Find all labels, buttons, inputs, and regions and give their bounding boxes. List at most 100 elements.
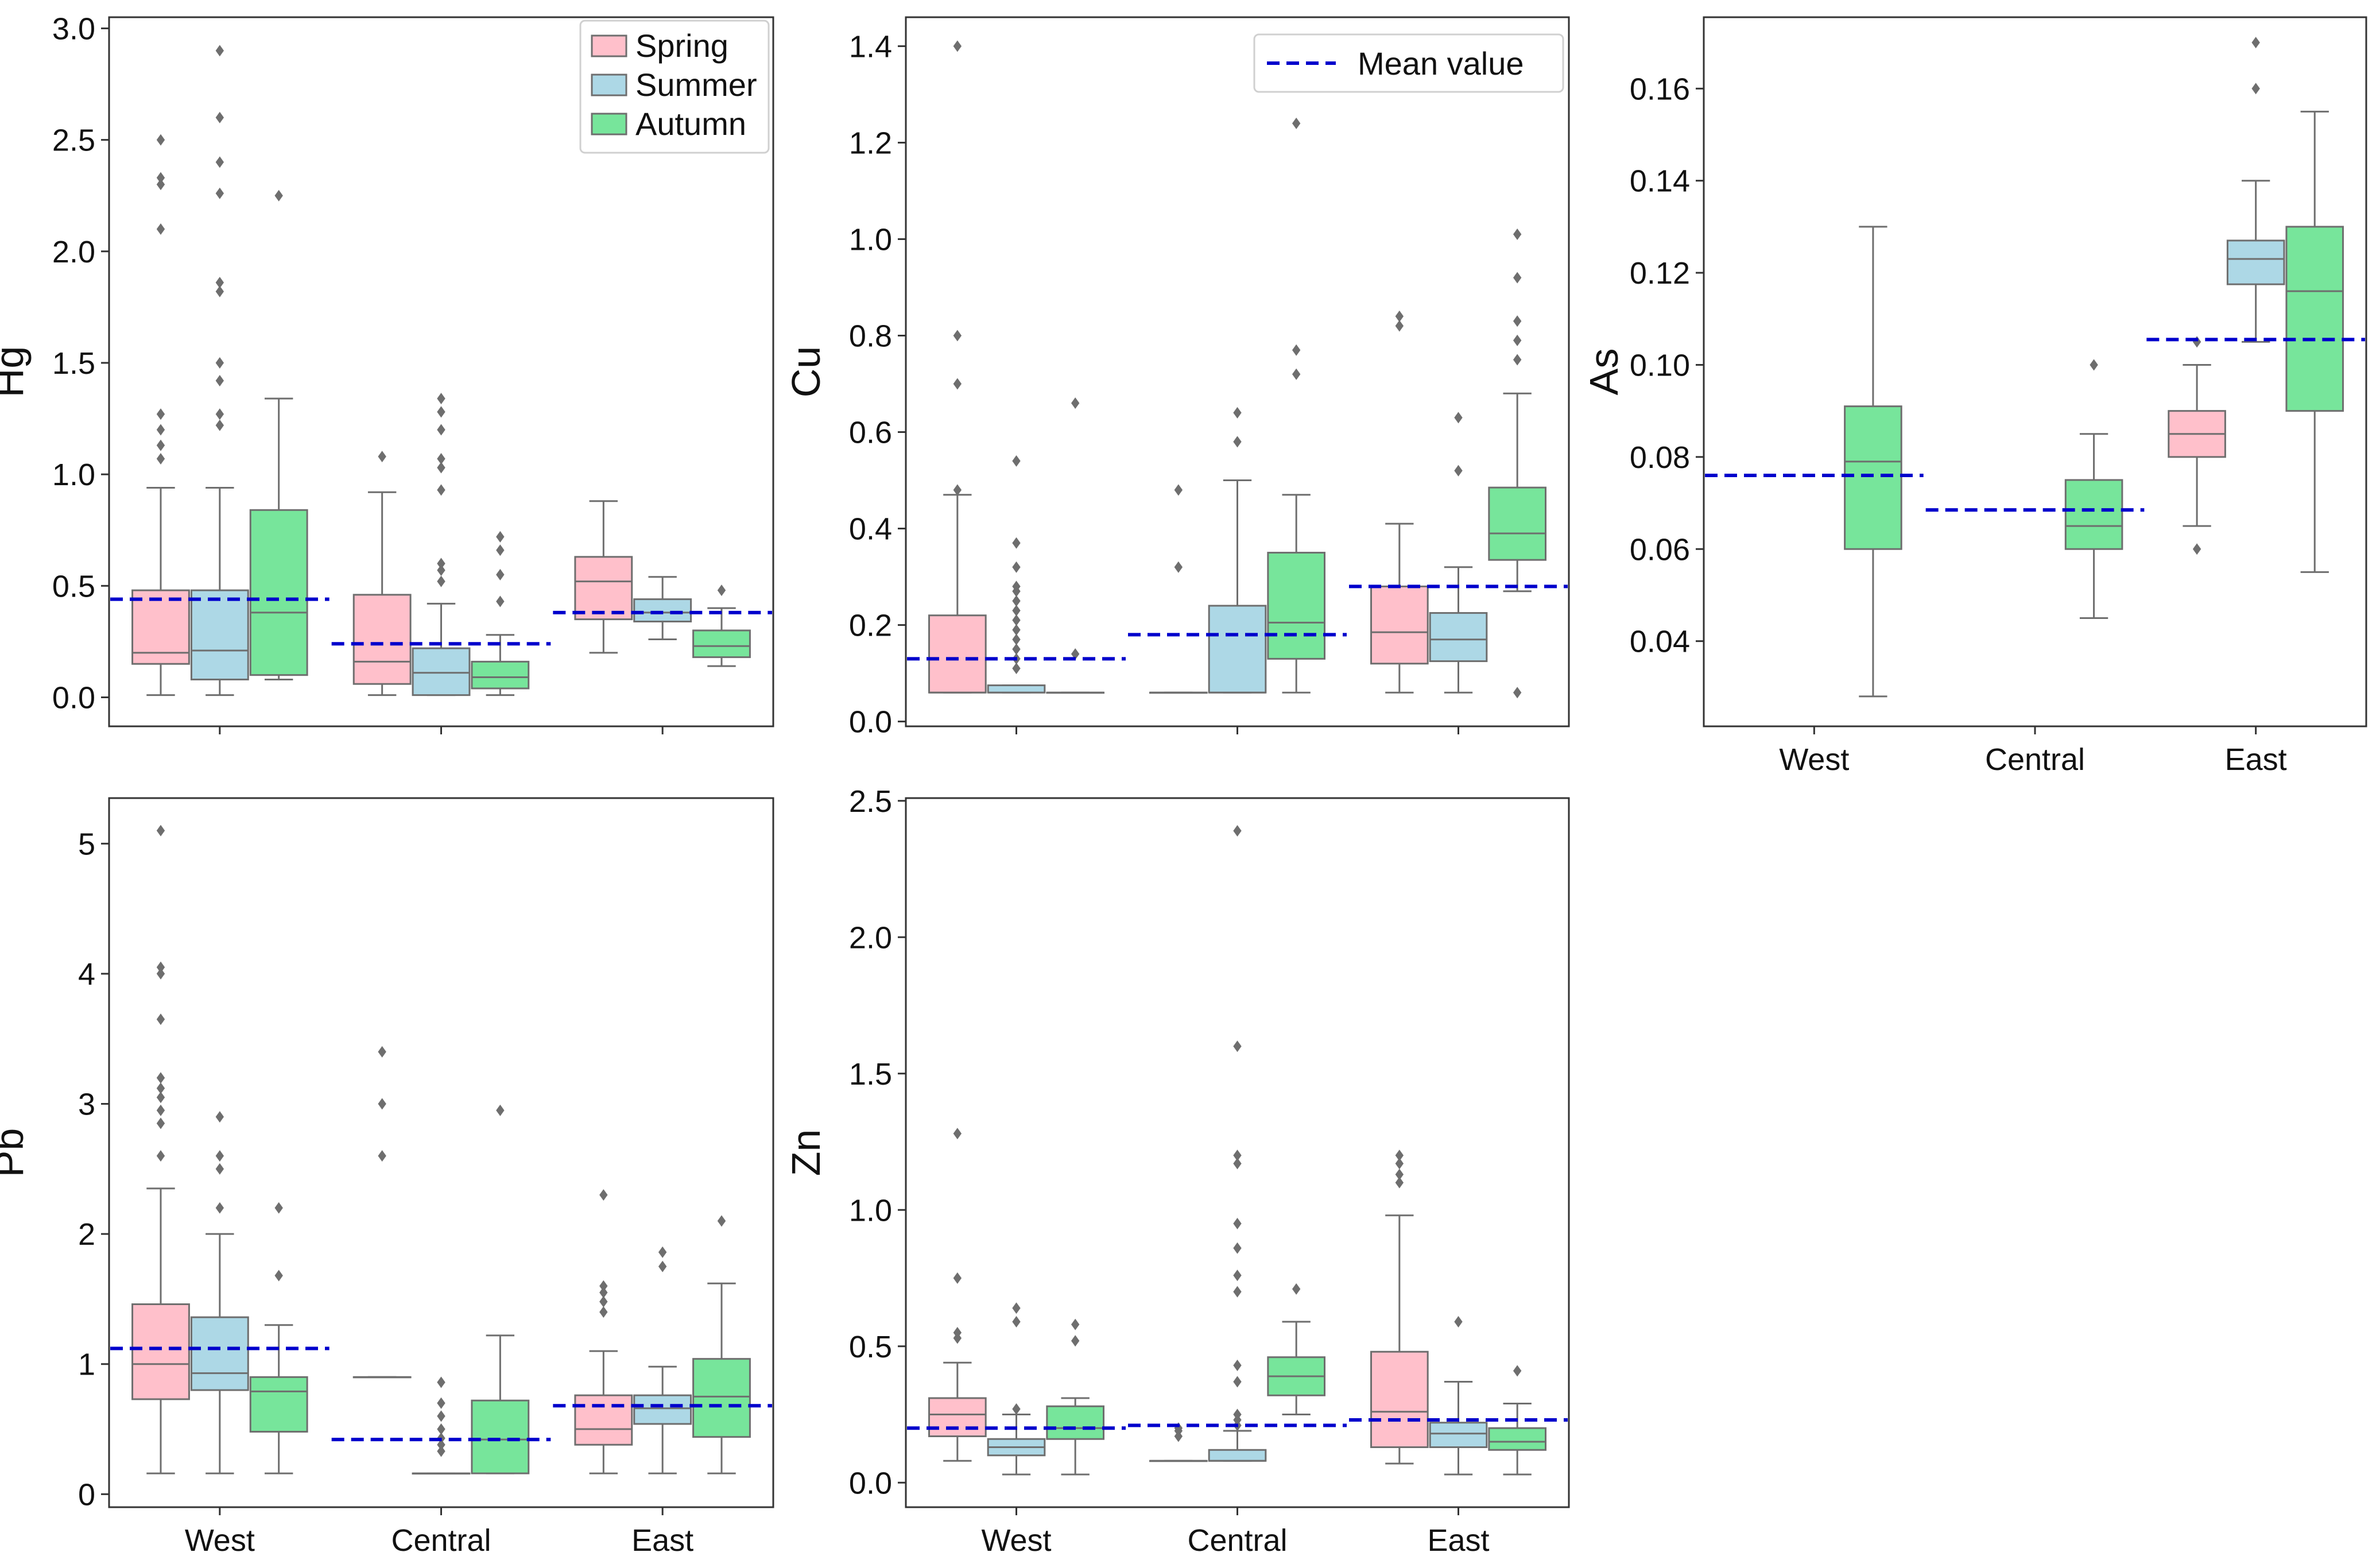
box-west-spring	[928, 1128, 987, 1462]
outlier-point	[1233, 1408, 1242, 1420]
outlier-point	[2251, 37, 2260, 49]
outlier-point	[156, 172, 165, 184]
outlier-point	[1233, 1158, 1242, 1170]
y-axis-label: Pb	[0, 1128, 32, 1178]
outlier-point	[437, 393, 445, 405]
box-central-summer	[412, 1376, 471, 1475]
x-tick-label-west: West	[981, 1523, 1051, 1556]
outlier-point	[1233, 1269, 1242, 1282]
box-body	[633, 598, 692, 622]
outlier-point	[215, 111, 224, 123]
y-tick-label: 0.8	[849, 319, 892, 353]
x-tick-label-west: West	[185, 1523, 255, 1556]
box-east-summer	[1429, 1316, 1488, 1476]
outlier-point	[437, 462, 445, 474]
y-tick-label: 0.2	[849, 609, 892, 643]
outlier-point	[156, 825, 165, 837]
outlier-point	[1292, 368, 1301, 380]
outlier-point	[156, 1091, 165, 1104]
outlier-point	[1012, 595, 1021, 607]
box-east-spring	[1370, 1149, 1429, 1465]
outlier-point	[1233, 1218, 1242, 1229]
outlier-point	[953, 378, 962, 390]
outlier-point	[437, 406, 445, 418]
box-central-autumn	[1267, 117, 1325, 694]
outlier-point	[1454, 1316, 1463, 1327]
outlier-point	[274, 1269, 283, 1282]
outlier-point	[1071, 397, 1080, 409]
outlier-point	[1454, 465, 1463, 477]
y-tick-label: 0.4	[849, 512, 892, 547]
outlier-point	[953, 1128, 962, 1140]
box-east-autumn	[692, 585, 751, 667]
outlier-point	[1513, 687, 1522, 699]
outlier-point	[437, 1423, 445, 1435]
outlier-point	[1071, 1335, 1080, 1347]
y-tick-label: 2.5	[849, 784, 892, 819]
y-axis-label: Cu	[784, 346, 828, 397]
box-body	[692, 1358, 751, 1438]
box-central-spring	[1149, 1422, 1208, 1462]
outlier-point	[1454, 412, 1463, 424]
y-tick-label: 0.12	[1630, 256, 1690, 291]
y-tick-label: 0.0	[849, 1466, 892, 1500]
outlier-point	[437, 558, 445, 570]
y-tick-label: 0.10	[1630, 348, 1690, 382]
outlier-point	[2192, 543, 2201, 555]
x-tick-label-east: East	[2225, 742, 2287, 777]
outlier-point	[1012, 455, 1021, 467]
outlier-point	[1292, 117, 1301, 129]
outlier-point	[658, 1260, 667, 1272]
outlier-point	[156, 1117, 165, 1129]
outlier-point	[1292, 344, 1301, 356]
outlier-point	[156, 1082, 165, 1094]
box-body	[1844, 405, 1902, 550]
outlier-point	[2251, 83, 2260, 95]
outlier-point	[156, 1150, 165, 1162]
box-body	[471, 660, 530, 690]
outlier-point	[496, 1104, 505, 1116]
outlier-point	[215, 156, 224, 168]
y-axis-label: Hg	[0, 346, 32, 397]
box-west-autumn	[1046, 1318, 1105, 1476]
outlier-point	[2192, 336, 2201, 348]
outlier-point	[156, 439, 165, 451]
outlier-point	[156, 223, 165, 235]
y-tick-label: 0.08	[1630, 440, 1690, 475]
box-central-summer	[1208, 825, 1267, 1462]
box-west-spring	[131, 825, 190, 1474]
legend-mean: Mean value	[1253, 33, 1564, 93]
y-tick-label: 3.0	[52, 11, 95, 46]
outlier-point	[1012, 605, 1021, 617]
box-west-autumn	[1046, 397, 1105, 694]
chart-panel-hg: 0.0 0.5 1.0 1.5 2.0 2.5 3.0 Hg SpringSummerAutum…	[0, 11, 774, 734]
outlier-point	[437, 484, 445, 496]
outlier-point	[437, 424, 445, 436]
outlier-point	[717, 585, 726, 597]
y-tick-label: 0.0	[849, 705, 892, 740]
legend-label-spring: Spring	[635, 28, 728, 64]
box-east-autumn	[1488, 229, 1546, 699]
y-tick-label: 5	[78, 827, 95, 861]
outlier-point	[156, 961, 165, 973]
box-east-spring	[2168, 336, 2226, 555]
outlier-point	[1233, 1376, 1242, 1388]
box-body	[1208, 1449, 1267, 1462]
box-body	[633, 1394, 692, 1425]
outlier-point	[496, 531, 505, 543]
outlier-point	[1513, 315, 1522, 327]
outlier-point	[953, 1272, 962, 1284]
y-tick-label: 0.04	[1630, 625, 1690, 659]
legend-frame	[579, 20, 770, 154]
box-body	[1370, 585, 1429, 665]
y-tick-label: 1.5	[849, 1057, 892, 1091]
box-east-spring	[1370, 310, 1429, 694]
box-central-spring	[352, 1046, 412, 1379]
y-tick-label: 1	[78, 1348, 95, 1382]
outlier-point	[156, 134, 165, 146]
box-east-autumn	[2285, 110, 2344, 573]
box-west-spring	[928, 40, 987, 694]
outlier-point	[1292, 1283, 1301, 1295]
box-body	[1429, 1422, 1488, 1448]
outlier-point	[2090, 359, 2098, 371]
